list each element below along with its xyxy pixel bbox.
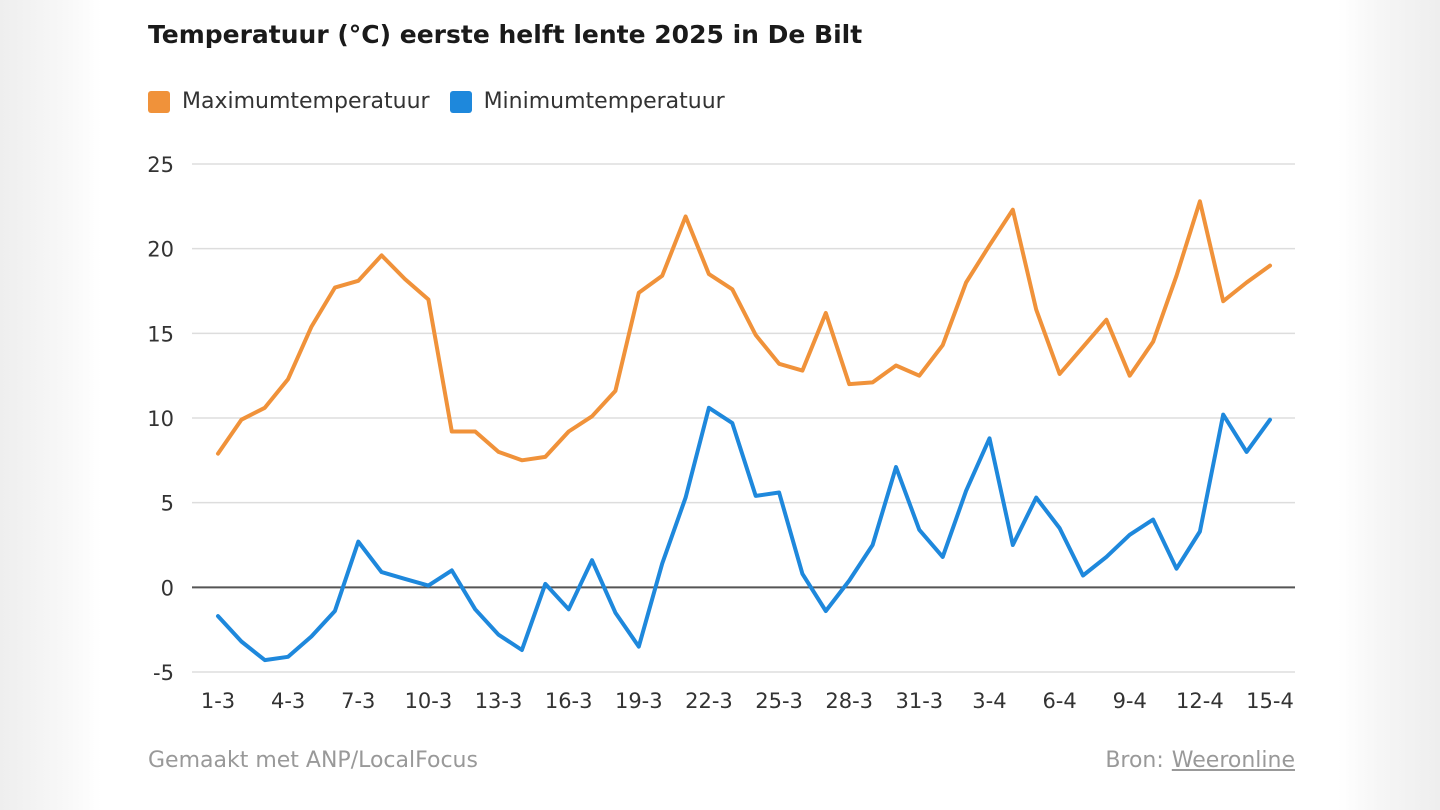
x-tick-label: 22-3 (685, 689, 733, 713)
chart-card: Temperatuur (°C) eerste helft lente 2025… (102, 0, 1338, 810)
chart-title: Temperatuur (°C) eerste helft lente 2025… (148, 20, 863, 49)
x-tick-label: 19-3 (615, 689, 663, 713)
x-tick-label: 10-3 (405, 689, 453, 713)
legend-item-min[interactable]: Minimumtemperatuur (449, 89, 725, 114)
x-tick-label: 3-4 (972, 689, 1006, 713)
chart-legend: Maximumtemperatuur Minimumtemperatuur (148, 89, 745, 114)
x-tick-label: 16-3 (545, 689, 593, 713)
x-tick-label: 6-4 (1042, 689, 1076, 713)
x-tick-label: 7-3 (341, 689, 375, 713)
series-line-min (216, 405, 1272, 663)
legend-label-min: Minimumtemperatuur (483, 89, 725, 114)
legend-label-max: Maximumtemperatuur (182, 89, 430, 114)
legend-item-max[interactable]: Maximumtemperatuur (148, 89, 430, 114)
x-tick-label: 25-3 (755, 689, 803, 713)
x-tick-label: 28-3 (825, 689, 873, 713)
line-chart: 25 20 15 10 5 0 -5 1-3 4-3 7-3 10-3 13-3 16-3 19-3 22-… (147, 153, 1295, 713)
y-tick-label: 5 (161, 492, 174, 516)
footer-source: Bron: Weeronline (1105, 748, 1295, 773)
source-link[interactable]: Weeronline (1171, 748, 1295, 773)
y-tick-label: 15 (147, 322, 174, 346)
series-line-max (216, 199, 1272, 463)
x-tick-label: 13-3 (475, 689, 523, 713)
y-tick-label: 20 (147, 238, 174, 262)
x-tick-label: 1-3 (201, 689, 235, 713)
y-tick-label: 0 (161, 576, 174, 600)
x-tick-label: 4-3 (271, 689, 305, 713)
legend-swatch-min (449, 90, 472, 113)
y-tick-label: 25 (147, 153, 174, 177)
x-tick-label: 9-4 (1113, 689, 1147, 713)
source-label: Bron: (1105, 748, 1164, 773)
y-tick-label: 10 (147, 407, 174, 431)
x-tick-label: 31-3 (895, 689, 943, 713)
x-tick-label: 15-4 (1246, 689, 1294, 713)
footer-credit: Gemaakt met ANP/LocalFocus (148, 748, 478, 773)
x-tick-label: 12-4 (1176, 689, 1224, 713)
y-tick-label: -5 (153, 661, 174, 685)
legend-swatch-max (148, 90, 170, 113)
